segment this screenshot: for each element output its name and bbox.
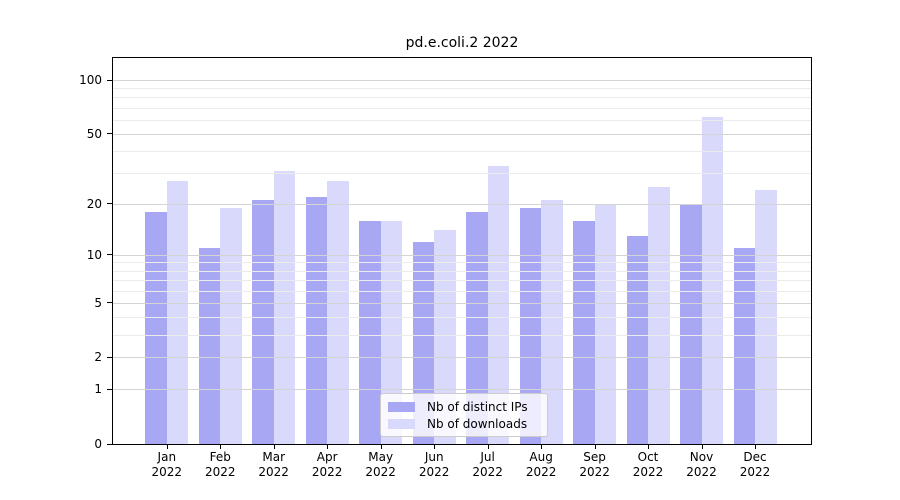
gridline-minor-9	[113, 262, 811, 264]
x-tick-label-apr: Apr 2022	[311, 450, 343, 479]
y-tick-2	[107, 356, 112, 358]
gridline-minor-80	[113, 97, 811, 99]
x-tick-label-jul: Jul 2022	[472, 450, 503, 479]
bar-distinct-ips-oct	[626, 235, 648, 444]
x-tick-nov	[701, 445, 703, 449]
x-tick-jan	[166, 445, 168, 449]
gridline-minor-70	[113, 107, 811, 109]
gridline-major-10	[113, 254, 811, 256]
y-tick-label-50: 50	[86, 126, 102, 141]
x-tick-apr	[327, 445, 329, 449]
bar-distinct-ips-aug	[519, 207, 542, 444]
x-tick-feb	[220, 445, 222, 449]
bar-distinct-ips-nov	[680, 203, 702, 444]
gridline-minor-4	[113, 317, 811, 319]
bar-downloads-jul	[487, 165, 510, 444]
bar-downloads-sep	[594, 203, 617, 444]
gridline-major-2	[113, 357, 811, 359]
gridline-minor-40	[113, 151, 811, 153]
y-tick-label-20: 20	[86, 196, 102, 211]
x-tick-jun	[434, 445, 436, 449]
legend-swatch-distinct-ips	[388, 401, 415, 412]
x-tick-dec	[755, 445, 756, 449]
bar-downloads-oct	[648, 187, 670, 444]
y-tick-label-1: 1	[94, 382, 102, 397]
y-tick-label-0: 0	[94, 437, 102, 451]
bar-downloads-dec	[755, 190, 777, 444]
bar-downloads-may	[380, 220, 403, 444]
legend-item-downloads: Nb of downloads	[387, 415, 541, 432]
gridline-major-50	[113, 133, 811, 135]
bar-distinct-ips-feb	[198, 248, 221, 444]
x-tick-aug	[541, 445, 543, 449]
x-tick-label-jun: Jun 2022	[418, 450, 450, 479]
bar-downloads-apr	[327, 181, 349, 444]
legend-swatch-downloads	[388, 418, 415, 429]
x-tick-sep	[594, 445, 596, 449]
gridline-minor-6	[113, 290, 811, 292]
legend: Nb of distinct IPs Nb of downloads	[380, 393, 548, 437]
bar-distinct-ips-sep	[573, 220, 595, 444]
bars-layer	[113, 58, 811, 444]
y-tick-50	[107, 133, 112, 135]
y-tick-label-2: 2	[94, 350, 102, 365]
gridline-major-1	[113, 389, 811, 391]
x-tick-oct	[648, 445, 649, 449]
x-tick-label-jan: Jan 2022	[151, 450, 183, 479]
gridline-major-100	[113, 80, 811, 81]
gridlines-layer	[113, 58, 811, 444]
x-tick-label-dec: Dec 2022	[739, 450, 771, 479]
gridline-minor-30	[113, 173, 811, 175]
y-tick-100	[107, 79, 112, 81]
legend-label-distinct-ips: Nb of distinct IPs	[427, 399, 528, 414]
bar-downloads-aug	[541, 200, 563, 444]
y-tick-20	[107, 203, 112, 205]
gridline-major-5	[113, 302, 811, 304]
bar-downloads-jan	[166, 181, 189, 444]
gridline-minor-3	[113, 334, 811, 336]
y-tick-label-10: 10	[86, 247, 102, 262]
x-tick-label-aug: Aug 2022	[525, 450, 557, 479]
bar-downloads-feb	[220, 207, 242, 444]
y-tick-0	[107, 443, 112, 445]
gridline-minor-8	[113, 270, 811, 272]
x-tick-mar	[273, 445, 275, 449]
x-tick-label-may: May 2022	[365, 450, 396, 479]
plot-area	[112, 57, 812, 445]
x-tick-label-sep: Sep 2022	[579, 450, 610, 479]
y-tick-1	[107, 388, 112, 390]
bar-distinct-ips-apr	[305, 196, 328, 444]
y-tick-10	[107, 254, 112, 256]
legend-item-distinct-ips: Nb of distinct IPs	[387, 398, 541, 415]
bar-distinct-ips-jan	[145, 211, 167, 444]
x-tick-jul	[487, 445, 489, 449]
gridline-major-20	[113, 203, 811, 205]
gridline-minor-60	[113, 119, 811, 121]
bar-distinct-ips-jul	[466, 211, 488, 444]
x-tick-may	[380, 445, 382, 449]
bar-downloads-mar	[273, 170, 296, 444]
x-tick-label-oct: Oct 2022	[632, 450, 664, 479]
y-tick-label-100: 100	[79, 73, 102, 87]
bar-downloads-jun	[434, 230, 456, 444]
chart-title: pd.e.coli.2 2022	[405, 35, 519, 51]
x-tick-label-mar: Mar 2022	[258, 450, 289, 479]
x-tick-label-feb: Feb 2022	[205, 450, 236, 479]
x-tick-label-nov: Nov 2022	[686, 450, 717, 479]
y-tick-label-5: 5	[94, 295, 102, 310]
bar-distinct-ips-may	[359, 220, 381, 444]
y-tick-5	[107, 302, 112, 304]
bar-distinct-ips-mar	[252, 200, 274, 444]
gridline-minor-90	[113, 88, 811, 90]
bar-distinct-ips-dec	[733, 248, 755, 444]
legend-label-downloads: Nb of downloads	[427, 416, 528, 431]
gridline-minor-7	[113, 280, 811, 281]
